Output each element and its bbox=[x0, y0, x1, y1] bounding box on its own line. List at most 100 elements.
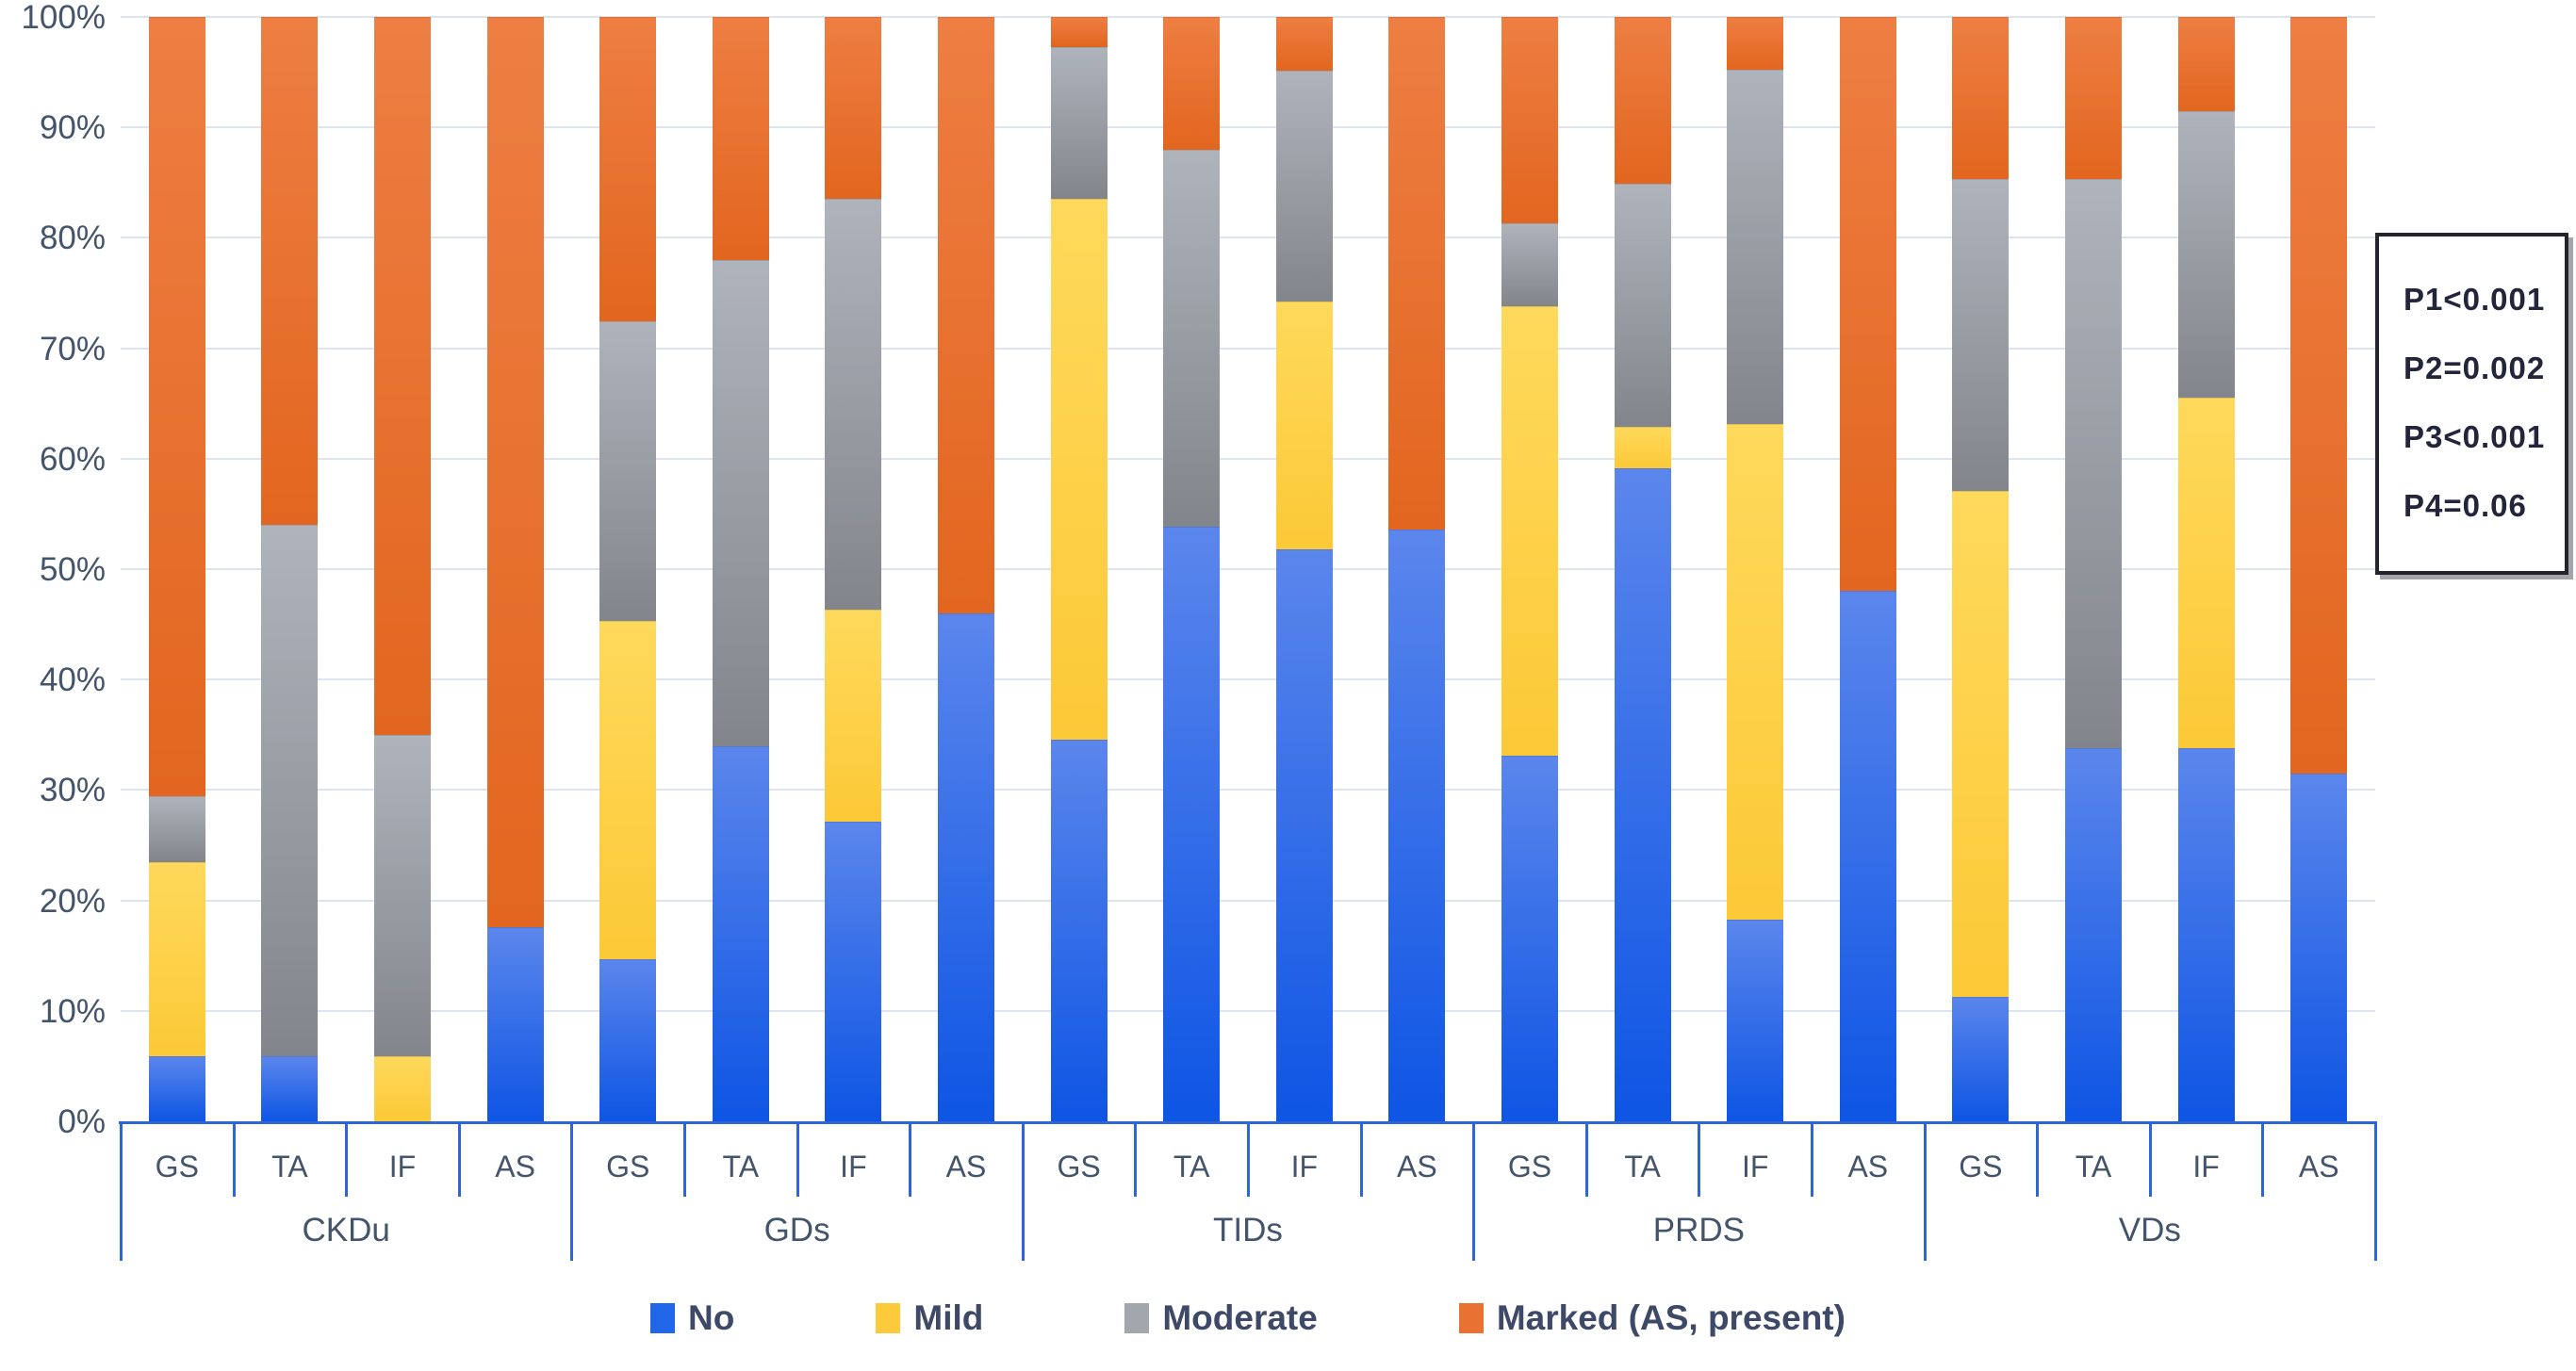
legend-marker-icon bbox=[1124, 1303, 1150, 1333]
segment-moderate bbox=[1952, 179, 2010, 491]
segment-no bbox=[712, 745, 769, 1121]
x-bar-label: AS bbox=[1397, 1150, 1437, 1183]
gridline bbox=[121, 457, 2375, 460]
legend-item: Marked (AS, present) bbox=[1458, 1298, 1846, 1338]
segment-marked bbox=[712, 17, 769, 260]
axis-tick bbox=[2148, 1121, 2152, 1197]
x-group-label: TIDs bbox=[1213, 1212, 1283, 1249]
gridline bbox=[121, 678, 2375, 681]
x-group-label: VDs bbox=[2118, 1212, 2181, 1249]
segment-no bbox=[825, 822, 882, 1121]
bar-TIDs-IF bbox=[1275, 17, 1333, 1121]
bar-GDs-GS bbox=[599, 17, 657, 1121]
x-bar-label: TA bbox=[1624, 1150, 1661, 1183]
segment-moderate bbox=[2065, 179, 2122, 748]
axis-tick bbox=[1923, 1121, 1927, 1261]
legend-label: Moderate bbox=[1162, 1298, 1318, 1337]
y-tick-label: 30% bbox=[39, 772, 106, 809]
x-bar-label: TA bbox=[2075, 1150, 2112, 1183]
segment-marked bbox=[825, 17, 882, 200]
segment-marked bbox=[261, 17, 319, 526]
axis-tick bbox=[1698, 1121, 1701, 1197]
axis-tick bbox=[909, 1121, 912, 1197]
x-bar-label: AS bbox=[1847, 1150, 1889, 1183]
p-value-annotation-box: P1<0.001 P2=0.002 P3<0.001 P4=0.06 bbox=[2375, 233, 2568, 575]
p-value-line: P4=0.06 bbox=[2404, 488, 2527, 523]
axis-tick bbox=[2261, 1121, 2265, 1197]
x-bar-label: TA bbox=[722, 1150, 760, 1183]
y-tick-label: 90% bbox=[39, 109, 106, 147]
segment-moderate bbox=[825, 199, 882, 611]
p-value-line: P3<0.001 bbox=[2404, 419, 2546, 454]
axis-tick bbox=[683, 1121, 686, 1197]
bar-VDs-AS bbox=[2290, 17, 2348, 1121]
x-bar-label: IF bbox=[2192, 1150, 2220, 1183]
segment-moderate bbox=[1614, 183, 1671, 427]
segment-mild bbox=[1952, 490, 2010, 997]
segment-no bbox=[486, 926, 544, 1121]
axis-tick bbox=[1359, 1121, 1363, 1197]
gridline bbox=[121, 347, 2375, 350]
axis-tick bbox=[796, 1121, 799, 1197]
segment-mild bbox=[148, 861, 205, 1056]
segment-marked bbox=[599, 17, 657, 322]
bar-CKDu-IF bbox=[374, 17, 431, 1121]
segment-marked bbox=[938, 17, 994, 613]
x-bar-label: IF bbox=[1290, 1150, 1319, 1183]
x-bar-label: GS bbox=[155, 1150, 199, 1183]
axis-tick bbox=[232, 1121, 236, 1197]
legend-item: Mild bbox=[876, 1298, 983, 1338]
x-bar-label: TA bbox=[271, 1150, 308, 1183]
segment-no bbox=[1050, 739, 1108, 1121]
x-bar-label: AS bbox=[2298, 1150, 2339, 1183]
segment-no bbox=[1388, 529, 1446, 1121]
bar-TIDs-TA bbox=[1163, 17, 1221, 1121]
segment-no bbox=[1275, 548, 1333, 1121]
x-group-label: PRDS bbox=[1652, 1212, 1745, 1249]
x-bar-label: IF bbox=[388, 1150, 417, 1183]
segment-mild bbox=[1050, 199, 1108, 740]
segment-marked bbox=[2290, 17, 2348, 774]
gridline bbox=[121, 1009, 2375, 1012]
segment-moderate bbox=[374, 734, 431, 1056]
segment-marked bbox=[1614, 17, 1671, 184]
x-bar-label: GS bbox=[1057, 1150, 1101, 1183]
segment-no bbox=[2290, 773, 2348, 1121]
segment-marked bbox=[1501, 17, 1558, 224]
y-tick-label: 100% bbox=[21, 0, 106, 36]
axis-tick bbox=[1021, 1121, 1025, 1261]
bar-VDs-GS bbox=[1952, 17, 2010, 1121]
gridline bbox=[121, 16, 2375, 18]
gridline bbox=[121, 789, 2375, 792]
bar-CKDu-AS bbox=[486, 17, 544, 1121]
bar-GDs-IF bbox=[825, 17, 882, 1121]
plot-area bbox=[121, 16, 2375, 1121]
segment-moderate bbox=[148, 796, 205, 862]
x-bar-label: TA bbox=[1173, 1150, 1210, 1183]
y-tick-label: 40% bbox=[39, 661, 106, 699]
bar-PRDS-IF bbox=[1727, 17, 1784, 1121]
segment-marked bbox=[1727, 17, 1784, 71]
segment-marked bbox=[1388, 17, 1446, 530]
p-value-line: P1<0.001 bbox=[2404, 282, 2546, 317]
legend-item: No bbox=[650, 1298, 734, 1338]
bar-PRDS-GS bbox=[1501, 17, 1558, 1121]
segment-mild bbox=[1727, 424, 1784, 920]
axis-tick bbox=[120, 1121, 123, 1261]
segment-marked bbox=[486, 17, 544, 927]
segment-marked bbox=[2177, 17, 2235, 111]
bar-TIDs-GS bbox=[1050, 17, 1108, 1121]
x-group-label: CKDu bbox=[302, 1212, 390, 1249]
axis-tick bbox=[1472, 1121, 1476, 1261]
bar-CKDu-GS bbox=[148, 17, 205, 1121]
bar-GDs-AS bbox=[938, 17, 994, 1121]
axis-tick bbox=[570, 1121, 574, 1261]
bar-CKDu-TA bbox=[261, 17, 319, 1121]
segment-mild bbox=[2177, 398, 2235, 748]
axis-tick bbox=[1134, 1121, 1138, 1197]
segment-mild bbox=[1501, 306, 1558, 757]
segment-moderate bbox=[1275, 71, 1333, 302]
x-bar-label: AS bbox=[945, 1150, 987, 1183]
segment-marked bbox=[148, 17, 205, 797]
